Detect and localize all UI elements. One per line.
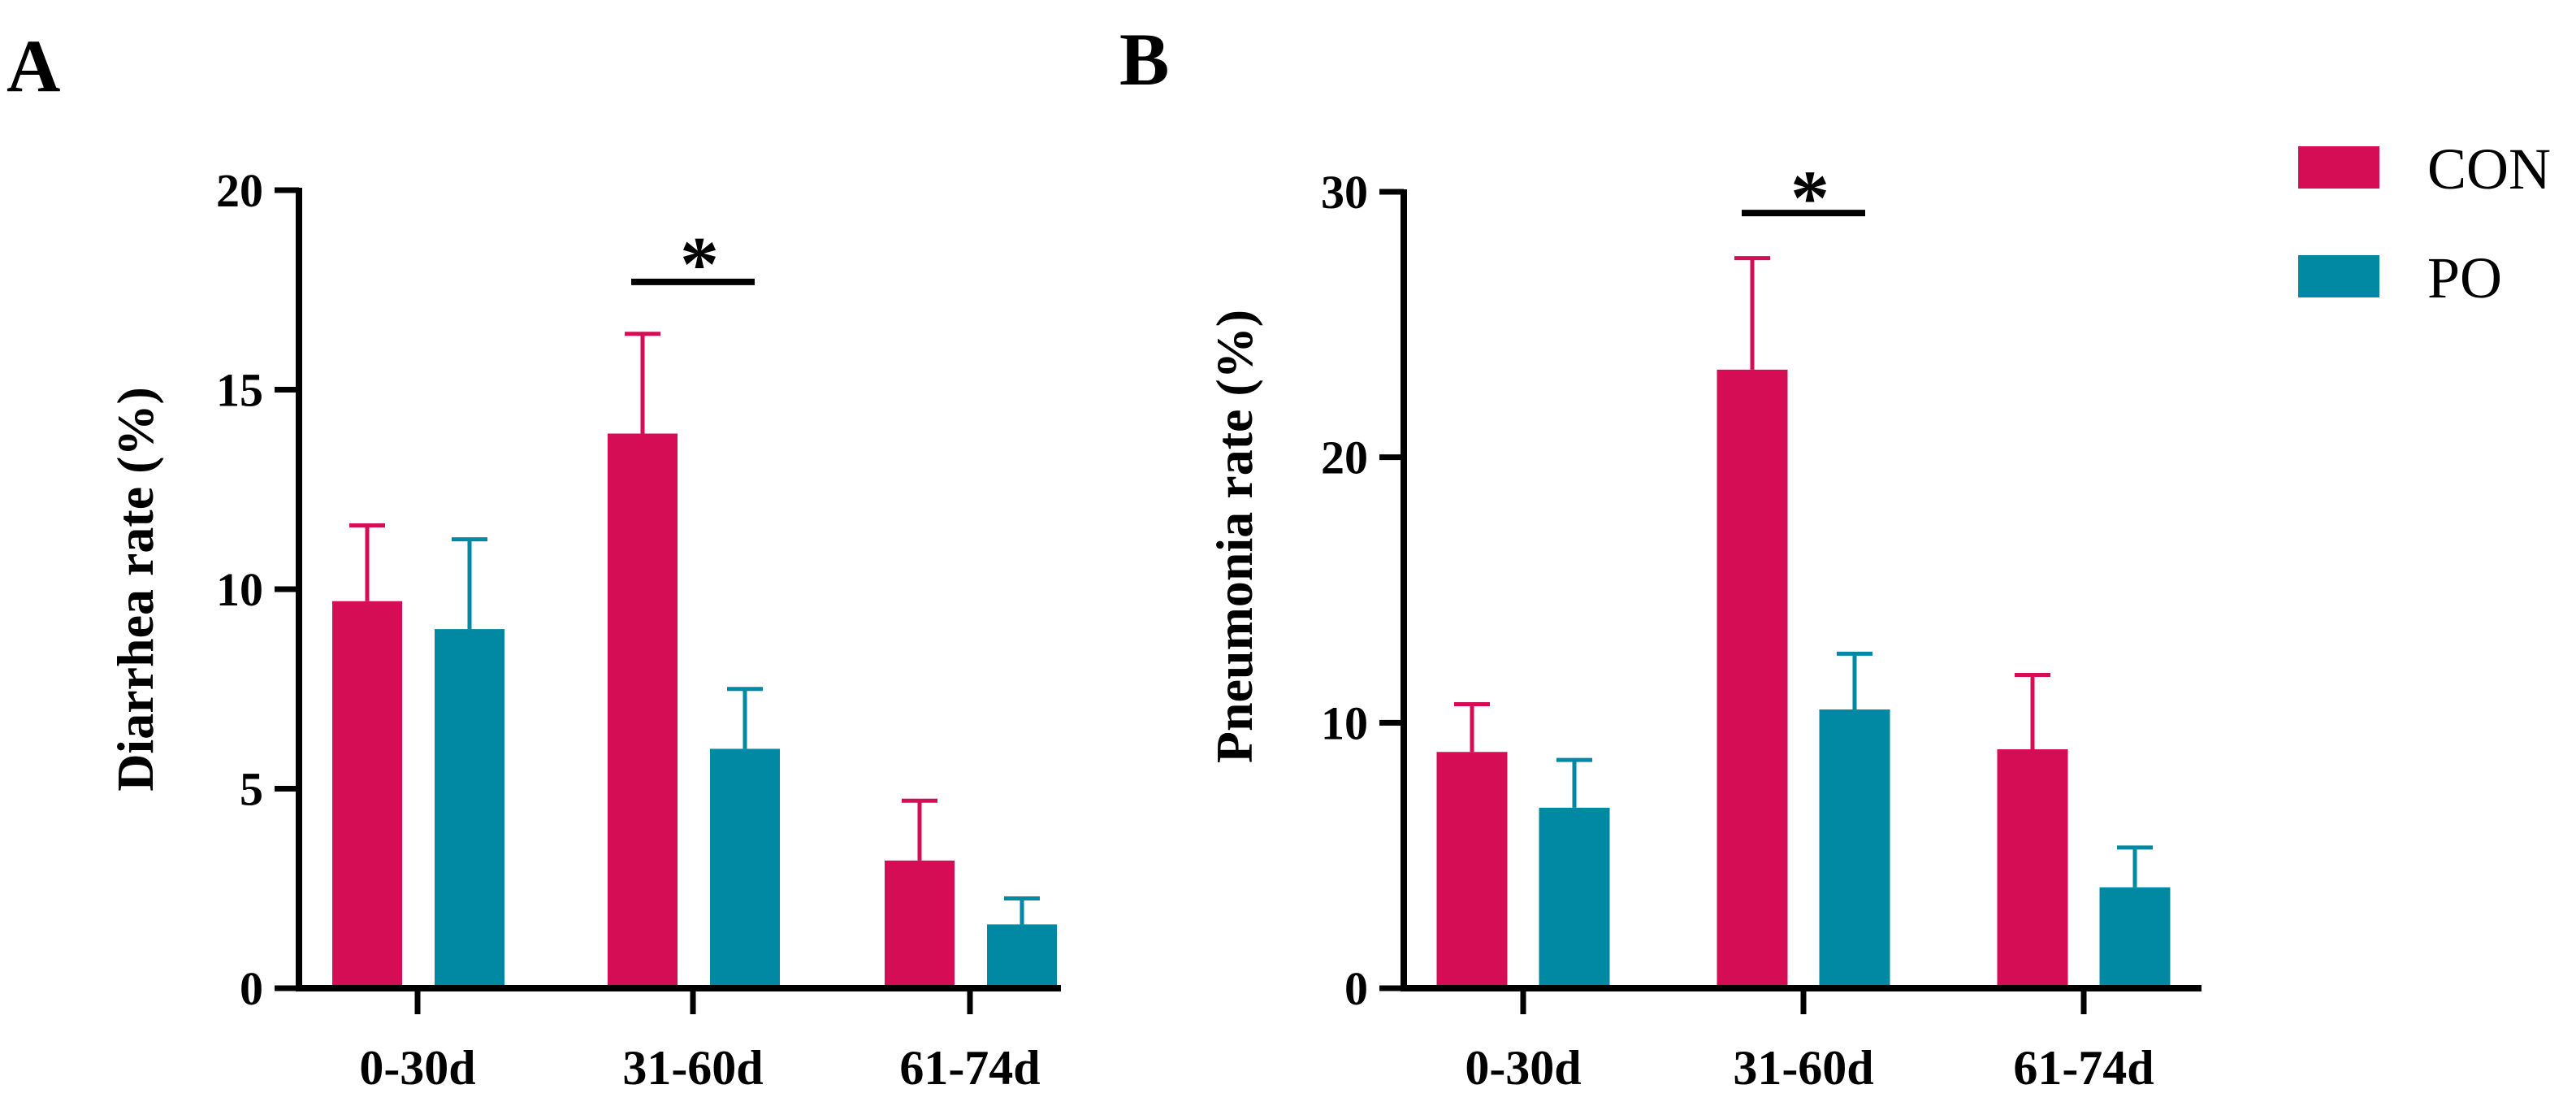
y-tick-label-b-2: 20 xyxy=(1321,432,1368,484)
x-tick-label-a-0: 0-30d xyxy=(359,1041,475,1095)
bar-b-po-2 xyxy=(2099,887,2171,988)
bar-a-po-0 xyxy=(435,629,504,988)
panel-label-b: B xyxy=(1119,18,1169,101)
y-tick-label-b-3: 30 xyxy=(1321,166,1368,219)
legend-label-po: PO xyxy=(2427,245,2502,310)
bar-b-con-0 xyxy=(1436,752,1508,988)
significance-star-b-0: * xyxy=(1790,154,1829,241)
y-tick-label-a-1: 5 xyxy=(240,763,263,816)
bar-a-con-0 xyxy=(332,601,402,988)
bar-a-con-2 xyxy=(885,860,955,988)
bar-b-po-1 xyxy=(1819,709,1890,988)
legend: CON PO xyxy=(2298,137,2551,310)
bar-a-con-1 xyxy=(608,433,678,988)
bar-b-con-2 xyxy=(1997,749,2068,988)
x-tick-label-b-0: 0-30d xyxy=(1465,1041,1581,1095)
x-tick-label-b-1: 31-60d xyxy=(1733,1041,1873,1095)
y-tick-label-a-3: 15 xyxy=(216,364,263,417)
legend-swatch-po xyxy=(2298,255,2379,297)
bar-a-po-1 xyxy=(710,748,780,988)
y-tick-label-a-2: 10 xyxy=(216,563,263,616)
y-tick-label-a-4: 20 xyxy=(216,164,263,217)
y-tick-label-a-0: 0 xyxy=(240,962,263,1015)
legend-label-con: CON xyxy=(2427,137,2551,202)
legend-swatch-con xyxy=(2298,146,2379,189)
significance-star-a-0: * xyxy=(680,220,719,307)
chart-panel-b: 0 10 20 30 0-30d 31-60d 61-74d Pneumonia rate (… xyxy=(1206,154,2202,1095)
bar-a-po-2 xyxy=(987,924,1057,988)
panel-label-a: A xyxy=(6,24,60,107)
x-tick-label-a-2: 61-74d xyxy=(899,1041,1040,1095)
y-tick-label-b-0: 0 xyxy=(1344,962,1368,1015)
y-axis-title-b: Pneumonia rate (%) xyxy=(1206,310,1263,763)
x-tick-label-a-1: 31-60d xyxy=(622,1041,763,1095)
bar-b-con-1 xyxy=(1717,369,1788,988)
y-tick-label-b-1: 10 xyxy=(1321,696,1368,749)
bar-b-po-0 xyxy=(1539,807,1610,988)
x-tick-label-b-2: 61-74d xyxy=(2013,1041,2154,1095)
chart-panel-a: 0 5 10 15 20 0-30d 31-60d 61-74d Diarrhea rate (… xyxy=(106,164,1061,1095)
y-axis-title-a: Diarrhea rate (%) xyxy=(106,387,164,792)
